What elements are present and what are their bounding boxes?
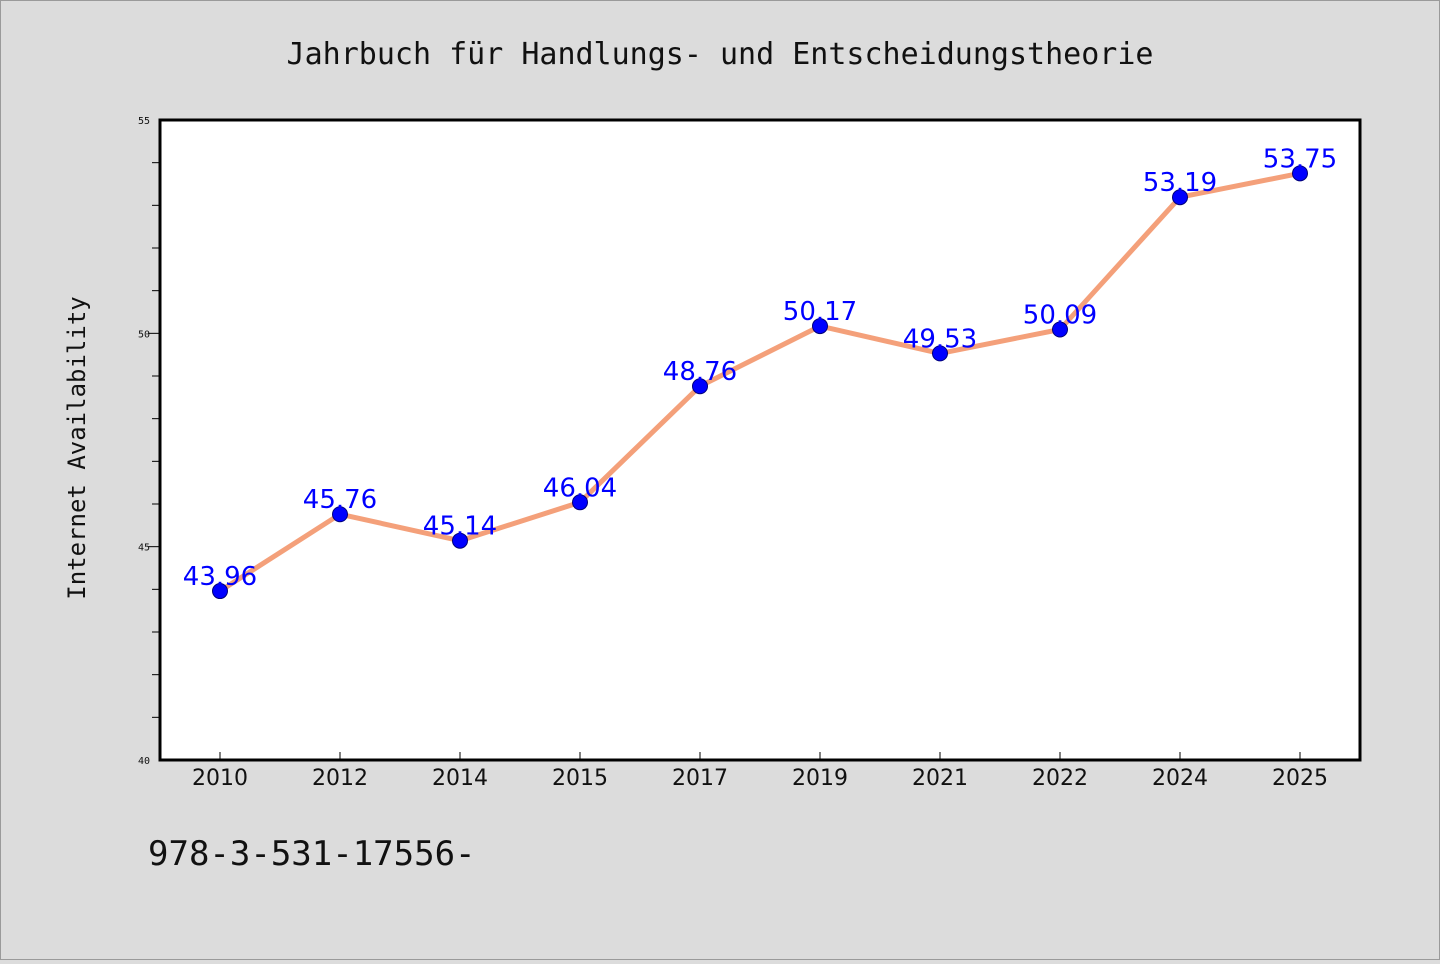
data-point-2010: [212, 583, 228, 600]
data-labels: 43.96 45.76 45.14 46.04 48.76 50.17 49.53 50.09…: [183, 144, 1337, 592]
data-point-2017: [692, 378, 708, 395]
data-point-2012: [332, 506, 348, 523]
x-tick-label: 2019: [792, 766, 848, 791]
data-label-2024: 53.19: [1143, 168, 1217, 198]
data-point-2024: [1172, 189, 1188, 206]
data-point-2014: [452, 532, 468, 549]
chart-title: Jahrbuch für Handlungs- und Entscheidung…: [287, 37, 1154, 72]
data-label-2017: 48.76: [663, 357, 737, 387]
data-label-2019: 50.17: [783, 297, 857, 327]
x-tick-label: 2024: [1152, 766, 1208, 791]
x-tick-label: 2014: [432, 766, 488, 791]
data-point-2015: [572, 494, 588, 511]
x-tick-label: 2012: [312, 766, 368, 791]
data-point-2022: [1052, 321, 1068, 338]
plot-area: [158, 118, 1362, 762]
data-label-2025: 53.75: [1263, 144, 1337, 174]
y-tick-label: 50: [138, 329, 150, 340]
y-tick-label: 55: [138, 116, 150, 127]
footer-isbn: 978-3-531-17556-: [148, 834, 476, 874]
x-tick-label: 2021: [912, 766, 968, 791]
data-point-2021: [932, 345, 948, 362]
data-label-2022: 50.09: [1023, 300, 1097, 330]
data-point-2019: [812, 318, 828, 335]
y-axis-ticks: 40 45 50 55: [138, 116, 160, 767]
data-label-2012: 45.76: [303, 485, 377, 515]
data-label-2015: 46.04: [543, 473, 617, 503]
x-axis-ticks: 2010 2012 2014 2015 2017 2019 2021 2022 2024 2025: [192, 752, 1328, 791]
y-axis-label: Internet Availability: [63, 296, 91, 599]
x-tick-label: 2022: [1032, 766, 1088, 791]
y-tick-label: 45: [138, 543, 150, 554]
x-tick-label: 2015: [552, 766, 608, 791]
data-label-2014: 45.14: [423, 512, 497, 542]
series-line: [217, 170, 1303, 594]
data-point-2025: [1292, 165, 1308, 182]
data-label-2021: 49.53: [903, 324, 977, 354]
x-tick-label: 2025: [1272, 766, 1328, 791]
data-label-2010: 43.96: [183, 562, 257, 592]
x-tick-label: 2017: [672, 766, 728, 791]
x-tick-label: 2010: [192, 766, 248, 791]
data-markers: [212, 165, 1308, 600]
y-tick-label: 40: [138, 756, 150, 767]
